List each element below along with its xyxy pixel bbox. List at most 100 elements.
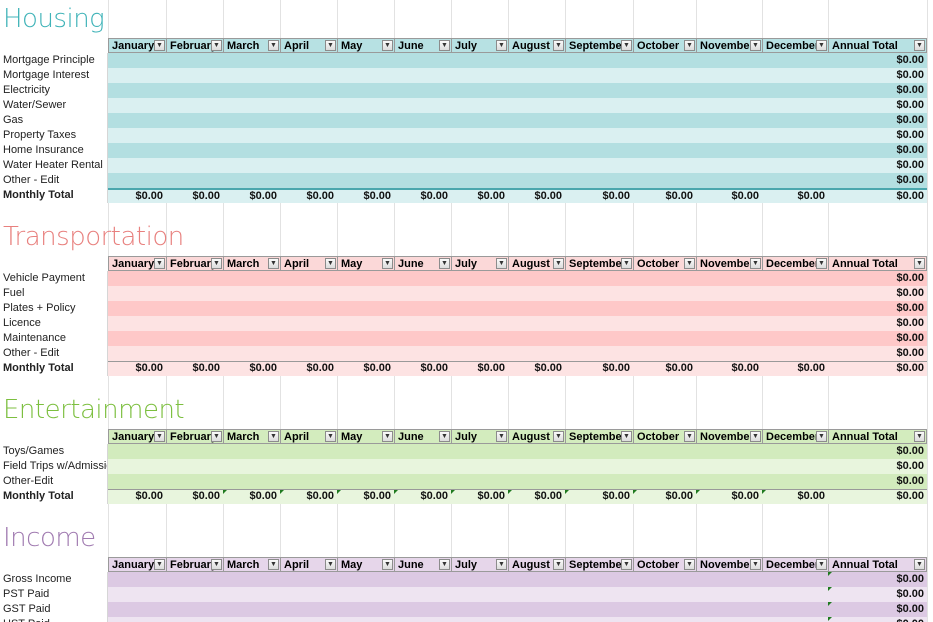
month-value-cell[interactable] (696, 444, 762, 459)
month-value-cell[interactable] (223, 143, 280, 158)
month-value-cell[interactable] (337, 301, 394, 316)
month-value-cell[interactable] (166, 346, 223, 361)
monthly-total-value[interactable]: $0.00 (565, 188, 633, 203)
month-value-cell[interactable] (762, 346, 828, 361)
month-value-cell[interactable] (394, 286, 451, 301)
monthly-total-value[interactable]: $0.00 (166, 489, 223, 504)
dropdown-arrow-icon[interactable]: ▼ (268, 40, 279, 51)
month-value-cell[interactable] (696, 316, 762, 331)
dropdown-arrow-icon[interactable]: ▼ (439, 40, 450, 51)
row-label[interactable]: Fuel (0, 286, 108, 301)
month-value-cell[interactable] (633, 459, 696, 474)
month-value-cell[interactable] (166, 444, 223, 459)
dropdown-arrow-icon[interactable]: ▼ (439, 431, 450, 442)
annual-total-value[interactable]: $0.00 (828, 301, 927, 316)
month-header[interactable]: May ▼ (337, 429, 394, 444)
monthly-total-value[interactable]: $0.00 (633, 489, 696, 504)
month-value-cell[interactable] (451, 572, 508, 587)
month-value-cell[interactable] (633, 83, 696, 98)
month-header[interactable]: March ▼ (223, 429, 280, 444)
month-value-cell[interactable] (696, 286, 762, 301)
month-value-cell[interactable] (108, 617, 166, 622)
month-value-cell[interactable] (394, 53, 451, 68)
month-value-cell[interactable] (223, 271, 280, 286)
month-value-cell[interactable] (394, 459, 451, 474)
dropdown-arrow-icon[interactable]: ▼ (154, 258, 165, 269)
annual-total-value[interactable]: $0.00 (828, 444, 927, 459)
month-header[interactable]: June ▼ (394, 557, 451, 572)
monthly-total-value[interactable]: $0.00 (166, 188, 223, 203)
dropdown-arrow-icon[interactable]: ▼ (211, 40, 222, 51)
month-header[interactable]: February ▼ (166, 557, 223, 572)
month-value-cell[interactable] (337, 128, 394, 143)
month-value-cell[interactable] (565, 271, 633, 286)
month-value-cell[interactable] (565, 286, 633, 301)
month-value-cell[interactable] (337, 143, 394, 158)
row-label[interactable]: Plates + Policy (0, 301, 108, 316)
month-value-cell[interactable] (394, 83, 451, 98)
month-value-cell[interactable] (762, 113, 828, 128)
month-value-cell[interactable] (762, 98, 828, 113)
dropdown-arrow-icon[interactable]: ▼ (621, 559, 632, 570)
dropdown-arrow-icon[interactable]: ▼ (382, 40, 393, 51)
month-value-cell[interactable] (696, 617, 762, 622)
month-header[interactable]: July ▼ (451, 256, 508, 271)
month-value-cell[interactable] (394, 346, 451, 361)
month-value-cell[interactable] (508, 474, 565, 489)
month-value-cell[interactable] (565, 173, 633, 188)
month-value-cell[interactable] (762, 572, 828, 587)
month-value-cell[interactable] (280, 474, 337, 489)
month-value-cell[interactable] (280, 572, 337, 587)
month-value-cell[interactable] (166, 617, 223, 622)
annual-total-value[interactable]: $0.00 (828, 587, 927, 602)
month-value-cell[interactable] (696, 587, 762, 602)
month-value-cell[interactable] (451, 98, 508, 113)
month-value-cell[interactable] (394, 444, 451, 459)
month-value-cell[interactable] (166, 53, 223, 68)
row-label[interactable]: Vehicle Payment (0, 271, 108, 286)
month-value-cell[interactable] (565, 474, 633, 489)
month-header[interactable]: August ▼ (508, 38, 565, 53)
monthly-total-value[interactable]: $0.00 (565, 361, 633, 376)
dropdown-arrow-icon[interactable]: ▼ (268, 258, 279, 269)
month-header[interactable]: January ▼ (108, 256, 166, 271)
month-value-cell[interactable] (451, 474, 508, 489)
month-value-cell[interactable] (696, 158, 762, 173)
month-value-cell[interactable] (762, 158, 828, 173)
annual-total-value[interactable]: $0.00 (828, 474, 927, 489)
dropdown-arrow-icon[interactable]: ▼ (553, 431, 564, 442)
monthly-total-value[interactable]: $0.00 (451, 188, 508, 203)
month-value-cell[interactable] (508, 316, 565, 331)
month-value-cell[interactable] (223, 474, 280, 489)
month-value-cell[interactable] (633, 617, 696, 622)
month-value-cell[interactable] (508, 173, 565, 188)
month-value-cell[interactable] (337, 286, 394, 301)
month-value-cell[interactable] (280, 158, 337, 173)
month-header[interactable]: March ▼ (223, 38, 280, 53)
row-label[interactable]: Licence (0, 316, 108, 331)
month-value-cell[interactable] (565, 316, 633, 331)
dropdown-arrow-icon[interactable]: ▼ (382, 431, 393, 442)
month-value-cell[interactable] (633, 474, 696, 489)
month-value-cell[interactable] (508, 331, 565, 346)
month-value-cell[interactable] (337, 572, 394, 587)
annual-total-header[interactable]: Annual Total ▼ (828, 557, 927, 572)
month-value-cell[interactable] (696, 113, 762, 128)
dropdown-arrow-icon[interactable]: ▼ (268, 431, 279, 442)
month-value-cell[interactable] (223, 316, 280, 331)
month-value-cell[interactable] (565, 617, 633, 622)
month-value-cell[interactable] (166, 301, 223, 316)
month-value-cell[interactable] (451, 346, 508, 361)
month-value-cell[interactable] (508, 53, 565, 68)
month-header[interactable]: March ▼ (223, 256, 280, 271)
month-value-cell[interactable] (508, 617, 565, 622)
month-value-cell[interactable] (166, 459, 223, 474)
month-value-cell[interactable] (394, 617, 451, 622)
row-label[interactable]: Other - Edit (0, 173, 108, 188)
dropdown-arrow-icon[interactable]: ▼ (750, 258, 761, 269)
month-value-cell[interactable] (337, 316, 394, 331)
month-header[interactable]: December ▼ (762, 256, 828, 271)
month-value-cell[interactable] (223, 83, 280, 98)
month-header[interactable]: July ▼ (451, 557, 508, 572)
month-value-cell[interactable] (633, 444, 696, 459)
